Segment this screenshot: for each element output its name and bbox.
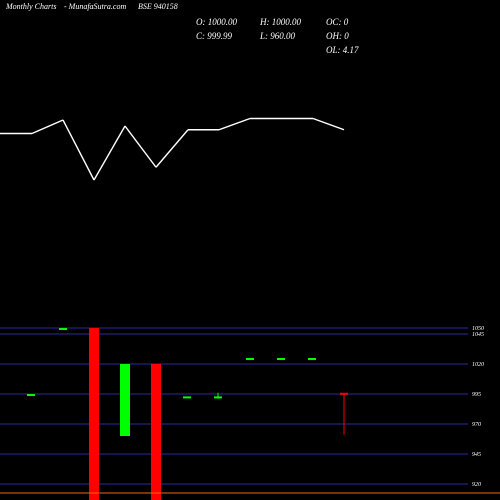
line-segment [155, 129, 189, 168]
line-segment [93, 125, 126, 181]
candle-body [27, 394, 35, 396]
brand-label: - MunafaSutra.com [64, 2, 126, 11]
line-segment [218, 117, 251, 131]
candle-body [120, 364, 130, 436]
low-value: L: 960.00 [259, 31, 296, 41]
candle-body [183, 396, 191, 399]
y-tick-label: 945 [472, 451, 481, 458]
line-segment [31, 119, 64, 135]
candle-body [214, 396, 222, 399]
candle-body [151, 364, 161, 500]
price-grid [0, 327, 468, 485]
y-tick-label: 920 [472, 482, 481, 488]
y-tick-label: 995 [472, 392, 481, 398]
line-series [0, 117, 345, 181]
candle-body [308, 358, 316, 360]
candle-body [89, 328, 99, 500]
y-tick-label: 1050 [472, 326, 484, 332]
open-value: O: 1000.00 [196, 17, 237, 27]
candles [27, 328, 348, 500]
line-segment [312, 117, 345, 131]
candle-body [246, 358, 254, 360]
candle-body [340, 392, 348, 395]
y-tick-label: 1020 [472, 362, 484, 368]
oc-value: OC: 0 [326, 17, 349, 27]
line-segment [124, 125, 157, 168]
high-value: H: 1000.00 [259, 17, 301, 27]
y-tick-label: 1045 [472, 331, 484, 338]
oh-value: OH: 0 [326, 31, 349, 41]
site-title: Monthly Charts [5, 2, 56, 11]
candle-body [59, 328, 67, 330]
symbol-label: BSE 940158 [138, 2, 178, 11]
close-value: C: 999.99 [196, 31, 233, 41]
ol-value: OL: 4.17 [326, 45, 359, 55]
candle-body [277, 358, 285, 360]
line-segment [62, 119, 95, 181]
y-tick-label: 970 [472, 422, 481, 428]
